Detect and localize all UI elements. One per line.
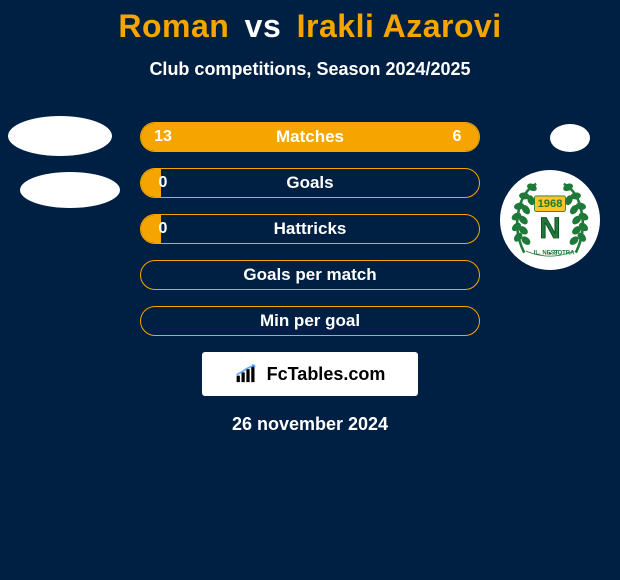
laurel-right-icon <box>562 182 590 253</box>
player-left-name: Roman <box>118 8 229 44</box>
comparison-card: Roman vs Irakli Azarovi Club competition… <box>0 0 620 580</box>
stat-label: Min per goal <box>185 311 435 331</box>
stat-label: Goals <box>185 173 435 193</box>
crest-text-right: SOTRA <box>553 250 575 256</box>
subtitle: Club competitions, Season 2024/2025 <box>0 59 620 80</box>
stat-left-value: 13 <box>141 128 185 146</box>
brand-text: FcTables.com <box>267 364 386 385</box>
stat-row: Min per goal <box>140 306 480 336</box>
stat-left-value: 0 <box>141 220 185 238</box>
footer: FcTables.com 26 november 2024 <box>0 352 620 435</box>
stat-right-value: 6 <box>435 128 479 146</box>
vs-text: vs <box>245 8 282 44</box>
stat-label: Matches <box>185 127 435 147</box>
stat-label: Hattricks <box>185 219 435 239</box>
stat-row: 13Matches6 <box>140 122 480 152</box>
bar-chart-icon <box>235 363 261 385</box>
stat-row: 0Goals <box>140 168 480 198</box>
stats-table: 13Matches60Goals0HattricksGoals per matc… <box>140 122 480 352</box>
brand-logo: FcTables.com <box>202 352 418 396</box>
club-left-crest <box>20 172 120 208</box>
player-right-avatar <box>550 124 590 152</box>
crest-year: 1968 <box>538 198 563 210</box>
stat-row: Goals per match <box>140 260 480 290</box>
stat-left-value: 0 <box>141 174 185 192</box>
nest-sotra-crest-icon: 1968 N IL. NEST SOTRA <box>507 177 593 263</box>
player-left-avatar <box>8 116 112 156</box>
player-right-name: Irakli Azarovi <box>297 8 502 44</box>
crest-n-icon: N <box>539 213 560 245</box>
laurel-left-icon <box>510 182 538 253</box>
club-right-crest: 1968 N IL. NEST SOTRA <box>500 170 600 270</box>
page-title: Roman vs Irakli Azarovi <box>0 0 620 45</box>
stat-label: Goals per match <box>185 265 435 285</box>
stat-row: 0Hattricks <box>140 214 480 244</box>
date-text: 26 november 2024 <box>0 414 620 435</box>
